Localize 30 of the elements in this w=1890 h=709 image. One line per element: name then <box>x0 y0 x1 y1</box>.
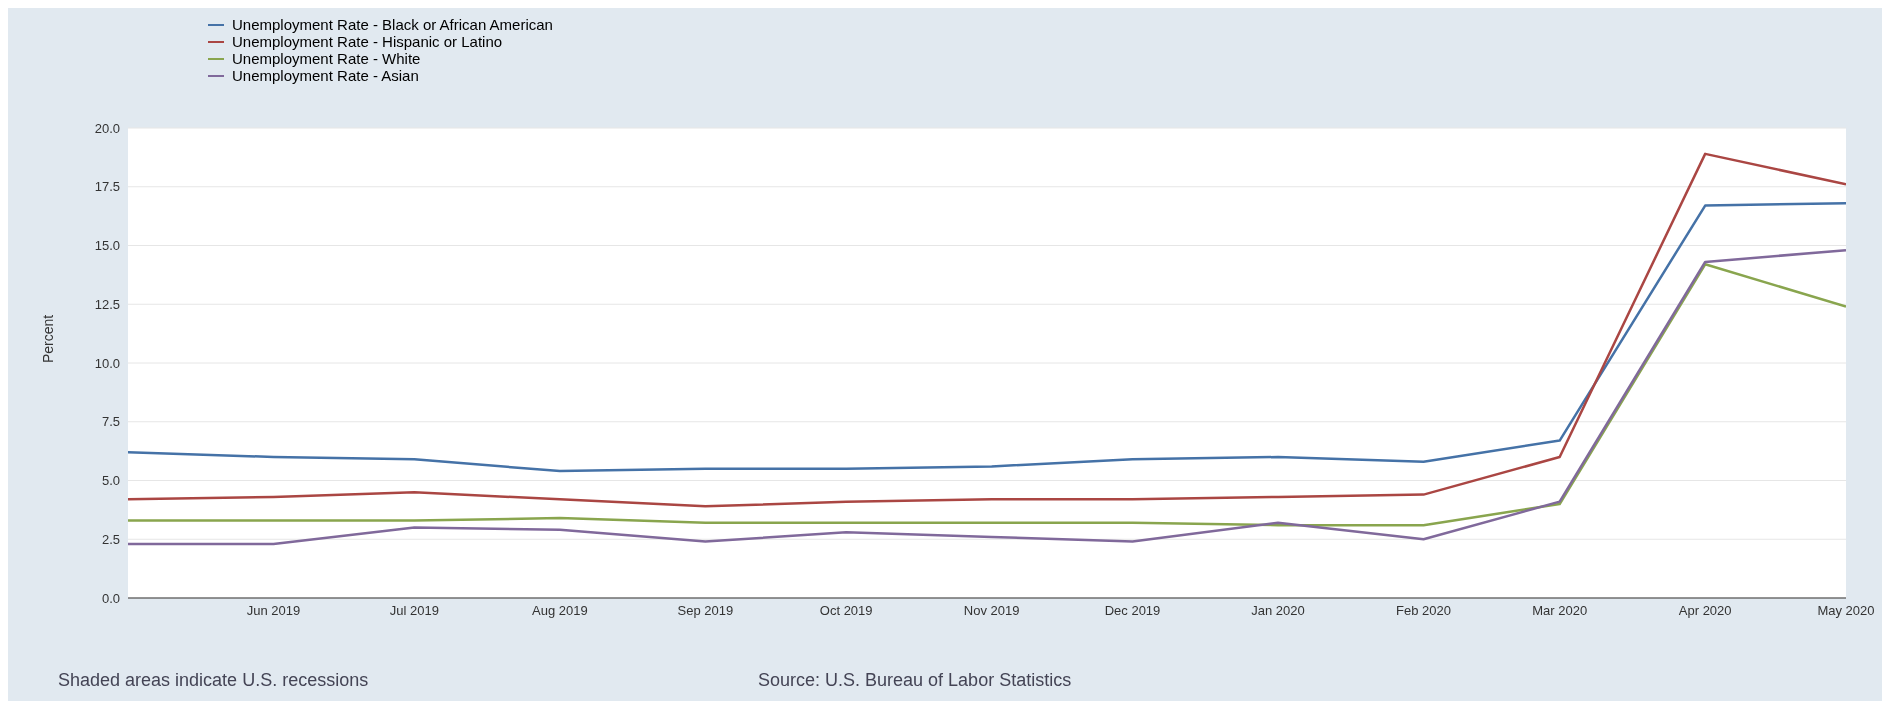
y-tick-label: 15.0 <box>94 238 120 254</box>
legend-label: Unemployment Rate - Asian <box>232 67 419 84</box>
x-tick-label: Sep 2019 <box>677 603 734 619</box>
y-tick-label: 20.0 <box>94 120 120 136</box>
y-tick-label: 0.0 <box>101 590 120 606</box>
x-tick-label: Mar 2020 <box>1532 603 1588 619</box>
line-series <box>128 152 1846 508</box>
y-tick-label: 10.0 <box>94 355 120 371</box>
line-series <box>128 201 1846 473</box>
x-tick-label: Jul 2019 <box>389 603 439 619</box>
y-tick-label: 7.5 <box>101 414 120 430</box>
y-tick-label: 12.5 <box>94 296 120 312</box>
legend-label: Unemployment Rate - White <box>232 50 421 67</box>
source-note: Source: U.S. Bureau of Labor Statistics <box>758 670 1072 691</box>
legend-label: Unemployment Rate - Black or African American <box>232 16 553 33</box>
x-tick-label: May 2020 <box>1817 603 1875 619</box>
x-tick-label: Apr 2020 <box>1678 603 1732 619</box>
x-tick-label: Jun 2019 <box>246 603 301 619</box>
x-tick-label: Aug 2019 <box>532 603 588 619</box>
text: Shaded areas indicate U.S. recessions <box>58 670 369 691</box>
legend-label: Unemployment Rate - Hispanic or Latino <box>232 33 503 50</box>
x-tick-label: Oct 2019 <box>819 603 873 619</box>
y-tick-label: 17.5 <box>94 179 120 195</box>
x-tick-label: Nov 2019 <box>963 603 1020 619</box>
y-tick-label: 5.0 <box>101 473 120 489</box>
x-tick-label: Jan 2020 <box>1251 603 1305 619</box>
y-axis-title: Percent <box>39 314 56 363</box>
x-tick-label: Dec 2019 <box>1104 603 1161 619</box>
x-tick-label: Feb 2020 <box>1396 603 1452 619</box>
y-tick-label: 2.5 <box>101 531 120 547</box>
